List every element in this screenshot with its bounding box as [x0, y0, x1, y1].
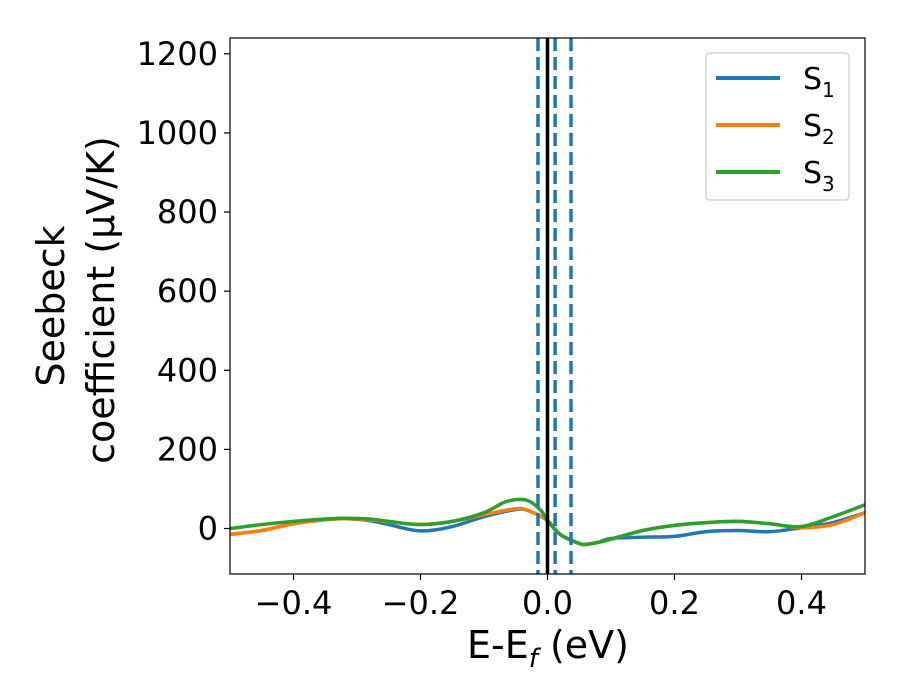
- legend-label-sub: 3: [822, 172, 835, 196]
- legend-label-s1: S1: [803, 62, 835, 102]
- label-layer: Seebeck coefficient (μV/K) E-Ef (eV): [29, 136, 629, 674]
- y-tick-label: 800: [157, 193, 218, 231]
- x-axis-label-tail: (eV): [538, 623, 629, 667]
- y-tick-label: 200: [157, 430, 218, 468]
- y-tick-label: 600: [157, 272, 218, 310]
- x-tick-label: −0.4: [255, 584, 333, 622]
- y-axis-label-line1: Seebeck: [29, 225, 73, 386]
- legend-label-sub: 2: [822, 125, 835, 149]
- x-tick-label: 0.2: [649, 584, 700, 622]
- y-tick-label: 1000: [137, 114, 218, 152]
- y-tick-label: 1200: [137, 35, 218, 73]
- legend-label-sub: 1: [822, 78, 835, 102]
- x-tick-label: −0.2: [382, 584, 460, 622]
- y-tick-label: 400: [157, 351, 218, 389]
- legend-label-s2: S2: [803, 109, 835, 149]
- y-axis-label-line2: coefficient (μV/K): [79, 136, 123, 464]
- x-axis-label: E-Ef (eV): [467, 623, 629, 674]
- legend-label-s3: S3: [803, 156, 835, 196]
- y-tick-label: 0: [198, 510, 218, 548]
- x-tick-label: 0.4: [776, 584, 827, 622]
- x-tick-label: 0.0: [522, 584, 573, 622]
- plot-layer: [229, 37, 866, 575]
- legend-label-base: S: [803, 156, 822, 191]
- tick-layer: −0.4 −0.2 0.0 0.2 0.4 0 200 400 600 800 1000 1200: [137, 35, 827, 622]
- legend-label-base: S: [803, 62, 822, 97]
- x-axis-label-base: E-E: [467, 623, 529, 667]
- legend-label-base: S: [803, 109, 822, 144]
- series-line-s3: [230, 497, 865, 547]
